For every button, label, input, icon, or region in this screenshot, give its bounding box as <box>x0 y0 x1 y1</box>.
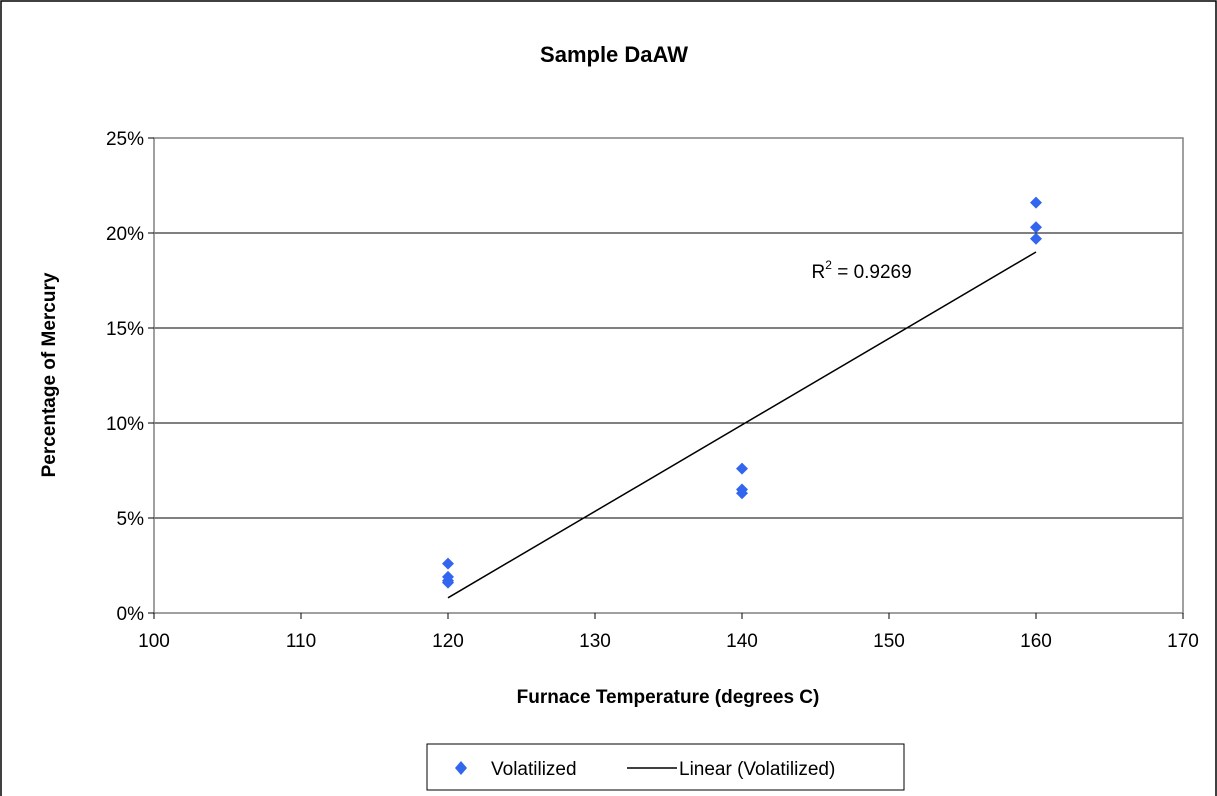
y-axis-ticks: 0% 5% 10% 15% 20% 25% <box>106 129 154 625</box>
x-tick-label: 110 <box>286 631 316 652</box>
r-squared-base: R <box>812 262 826 283</box>
data-point <box>1030 196 1042 209</box>
x-axis-label: Furnace Temperature (degrees C) <box>517 687 820 708</box>
x-axis-ticks: 100 110 120 130 140 150 160 170 <box>138 613 1199 652</box>
data-point <box>736 487 748 500</box>
x-tick-label: 140 <box>726 631 758 652</box>
legend-marker-volatilized-icon <box>455 761 467 775</box>
legend-label-volatilized: Volatilized <box>491 759 577 780</box>
y-tick-label: 15% <box>106 319 144 340</box>
x-tick-label: 120 <box>432 631 464 652</box>
plot-area <box>153 137 1184 614</box>
legend: Volatilized Linear (Volatilized) <box>426 743 905 791</box>
x-tick-label: 150 <box>873 631 905 652</box>
gridlines <box>154 232 1183 519</box>
trendline <box>447 251 1037 599</box>
x-tick-label: 100 <box>138 631 170 652</box>
trendline-group <box>447 251 1037 599</box>
x-tick-label: 170 <box>1167 631 1199 652</box>
y-axis-label: Percentage of Mercury <box>39 272 60 477</box>
data-point <box>736 462 748 475</box>
legend-box <box>426 743 905 791</box>
data-point <box>442 576 454 589</box>
data-point <box>1030 232 1042 245</box>
y-tick-label: 20% <box>106 224 144 245</box>
y-tick-label: 10% <box>106 414 144 435</box>
y-tick-label: 25% <box>106 129 144 150</box>
y-tick-label: 5% <box>117 509 145 530</box>
scatter-points <box>442 196 1042 589</box>
data-point <box>442 557 454 570</box>
r-squared-sup: 2 <box>825 258 832 272</box>
data-point <box>1030 221 1042 234</box>
r-squared-annotation: R2 = 0.9269 <box>812 258 912 283</box>
x-tick-label: 130 <box>579 631 611 652</box>
x-tick-label: 160 <box>1020 631 1052 652</box>
legend-label-linear: Linear (Volatilized) <box>679 759 835 780</box>
chart-title: Sample DaAW <box>540 42 688 67</box>
y-tick-label: 0% <box>117 604 145 625</box>
r-squared-value: = 0.9269 <box>832 262 912 283</box>
